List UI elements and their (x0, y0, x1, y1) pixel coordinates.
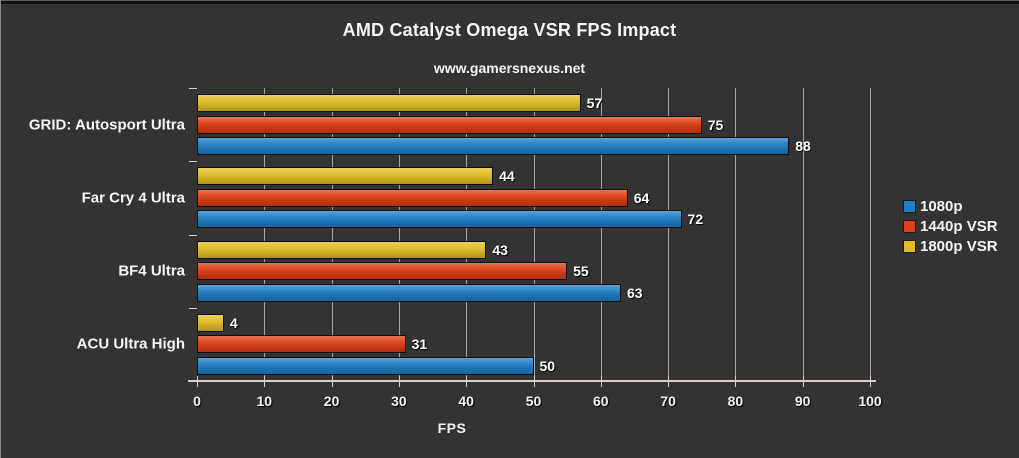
bar-gradient (198, 116, 701, 133)
chart-subtitle: www.gamersnexus.net (433, 60, 586, 76)
bar-value-label: 31 (411, 336, 428, 353)
bar-1080p-2 (197, 283, 621, 302)
bar-value-label: 63 (626, 284, 643, 301)
y-tick-0 (189, 88, 197, 89)
x-axis-line (188, 380, 876, 382)
bar-gradient (198, 336, 405, 353)
legend-item-1080p: 1080p (903, 196, 998, 216)
legend-item-1440p-vsr: 1440p VSR (903, 216, 998, 236)
gridline-x-40 (466, 88, 468, 381)
bar-value-label: 57 (586, 95, 603, 112)
x-tick-label-40: 40 (458, 393, 474, 409)
x-tick-80 (735, 376, 737, 387)
x-tick-100 (870, 376, 871, 387)
bar-1440p-vsr-0 (197, 115, 702, 134)
bar-value-label: 44 (499, 168, 515, 185)
legend-label: 1080p (920, 197, 963, 215)
x-tick-40 (466, 376, 468, 387)
bar-1800p-vsr-3 (197, 313, 224, 332)
y-tick-1 (189, 161, 197, 163)
bar-1440p-vsr-1 (197, 188, 628, 207)
bar-value-label: 64 (633, 189, 650, 206)
x-tick-60 (600, 376, 602, 387)
bar-gradient (198, 284, 620, 301)
bar-value-label: 75 (707, 116, 724, 133)
x-tick-70 (668, 376, 670, 387)
x-tick-50 (533, 376, 535, 387)
x-tick-90 (802, 376, 804, 387)
x-tick-label-10: 10 (256, 393, 273, 409)
bar-gradient (198, 189, 627, 206)
plot-area: 57 75 88 44 64 72 43 55 63 4 31 50 (188, 88, 876, 382)
x-tick-10 (264, 376, 266, 387)
top-border-line (0, 0, 1019, 4)
bar-value-label: 50 (539, 357, 556, 374)
legend-label: 1440p VSR (920, 217, 998, 235)
y-tick-2 (189, 234, 197, 236)
x-axis-title: FPS (437, 420, 467, 436)
category-label-2: BF4 Ultra (118, 262, 185, 280)
y-tick-4 (189, 381, 197, 382)
gridline-x-30 (398, 88, 400, 381)
x-tick-label-20: 20 (323, 393, 340, 409)
bar-1800p-vsr-0 (197, 94, 581, 113)
x-tick-label-90: 90 (794, 393, 811, 409)
legend-item-1800p-vsr: 1800p VSR (903, 236, 998, 256)
bar-1080p-0 (197, 137, 790, 156)
bar-1440p-vsr-2 (197, 262, 568, 281)
gridline-x-90 (802, 88, 804, 381)
x-tick-label-60: 60 (593, 393, 609, 409)
y-tick-3 (189, 307, 197, 309)
x-tick-label-100: 100 (858, 393, 882, 409)
gridline-x-10 (264, 88, 266, 381)
x-tick-20 (331, 376, 333, 387)
gridline-x-50 (533, 88, 535, 381)
x-tick-label-0: 0 (193, 393, 201, 409)
legend-swatch-icon (903, 199, 916, 213)
category-label-0: GRID: Autosport Ultra (28, 116, 185, 134)
bar-1440p-vsr-3 (197, 335, 406, 354)
bar-1080p-1 (197, 210, 682, 229)
category-label-3: ACU Ultra High (76, 335, 185, 353)
bar-gradient (198, 168, 493, 185)
bar-gradient (198, 241, 486, 258)
bar-gradient (198, 357, 533, 374)
bar-gradient (198, 263, 567, 280)
gridline-x-100 (870, 88, 871, 381)
bar-1080p-3 (197, 356, 534, 375)
legend: 1080p 1440p VSR 1800p VSR (903, 196, 998, 256)
bar-value-label: 4 (229, 314, 238, 331)
chart-title: AMD Catalyst Omega VSR FPS Impact (342, 20, 677, 40)
bar-gradient (198, 211, 681, 228)
bar-value-label: 88 (795, 138, 811, 155)
x-tick-30 (398, 376, 400, 387)
bar-1800p-vsr-2 (197, 240, 487, 259)
x-tick-label-70: 70 (660, 393, 676, 409)
category-label-1: Far Cry 4 Ultra (81, 189, 185, 207)
bar-gradient (198, 314, 223, 331)
x-tick-label-80: 80 (727, 393, 744, 409)
x-tick-label-50: 50 (525, 393, 542, 409)
bar-value-label: 55 (573, 263, 589, 280)
legend-label: 1800p VSR (920, 237, 998, 255)
x-tick-0 (197, 376, 198, 387)
gridline-x-70 (668, 88, 670, 381)
bar-gradient (198, 95, 580, 112)
left-border-line (0, 0, 1, 458)
gridline-x-80 (735, 88, 737, 381)
bar-value-label: 72 (687, 211, 704, 228)
legend-swatch-icon (903, 219, 916, 233)
x-tick-label-30: 30 (391, 393, 407, 409)
gridline-x-60 (600, 88, 602, 381)
legend-swatch-icon (903, 239, 916, 253)
bar-1800p-vsr-1 (197, 167, 494, 186)
bar-value-label: 43 (492, 241, 508, 258)
bar-gradient (198, 138, 789, 155)
gridline-x-20 (331, 88, 333, 381)
